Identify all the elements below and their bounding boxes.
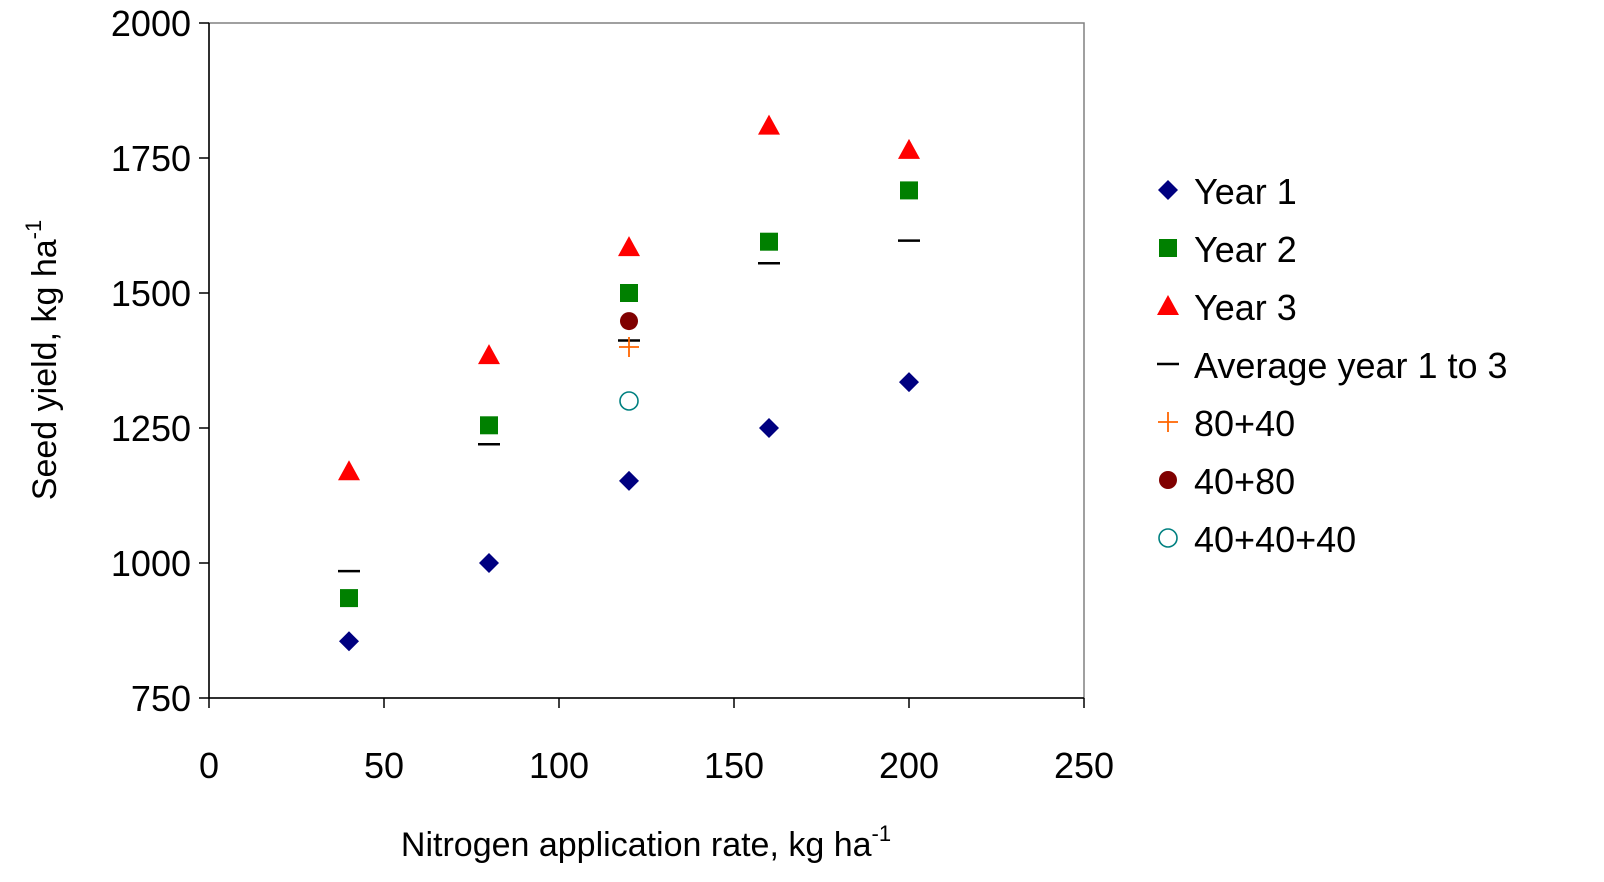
- y-tick-label: 750: [131, 678, 191, 719]
- x-tick-label: 200: [879, 745, 939, 786]
- legend-label: Year 2: [1194, 229, 1297, 270]
- legend-marker: [1158, 180, 1178, 200]
- x-tick-label: 250: [1054, 745, 1114, 786]
- x-tick-label: 0: [199, 745, 219, 786]
- data-point: [758, 114, 780, 135]
- data-point: [338, 460, 360, 481]
- y-axis-title: Seed yield, kg ha-1: [21, 220, 64, 500]
- data-marks: [338, 114, 920, 652]
- y-tick-label: 1000: [111, 543, 191, 584]
- data-point: [619, 337, 639, 357]
- legend-marker: [1158, 528, 1178, 548]
- y-axis-title-text: Seed yield, kg ha: [26, 239, 64, 500]
- x-axis-title-text: Nitrogen application rate, kg ha: [401, 826, 872, 864]
- x-tick-label: 150: [704, 745, 764, 786]
- x-tick-label: 100: [529, 745, 589, 786]
- legend-marker: [1158, 412, 1178, 432]
- legend-marker: [1159, 239, 1177, 257]
- x-axis-title-sup: -1: [872, 821, 892, 846]
- legend-label: 80+40: [1194, 403, 1295, 444]
- legend-label: 40+80: [1194, 461, 1295, 502]
- data-point: [898, 138, 920, 159]
- data-point: [478, 344, 500, 365]
- legend-marker: [1159, 471, 1177, 489]
- legend: Year 1 Year 2 Year 3 Average year 1 to 3 80+…: [1157, 171, 1508, 560]
- axes: 750 1000 1250 1500 1750 2000 0 50 100 150 200 250: [111, 3, 1114, 786]
- data-point: [620, 312, 638, 331]
- data-point: [619, 470, 639, 491]
- data-point: [340, 589, 358, 608]
- y-axis-title-sup: -1: [21, 220, 46, 240]
- data-point: [900, 181, 918, 200]
- data-point: [760, 232, 778, 251]
- data-point: [618, 236, 640, 257]
- data-point: [899, 372, 919, 393]
- legend-marker: [1157, 295, 1179, 315]
- data-point: [759, 418, 779, 438]
- legend-label: Year 1: [1194, 171, 1297, 212]
- legend-label: 40+40+40: [1194, 519, 1356, 560]
- y-tick-label: 1750: [111, 138, 191, 179]
- legend-label: Average year 1 to 3: [1194, 345, 1508, 386]
- x-tick-label: 50: [364, 745, 404, 786]
- legend-label: Year 3: [1194, 287, 1297, 328]
- y-tick-label: 2000: [111, 3, 191, 44]
- y-tick-label: 1500: [111, 273, 191, 314]
- data-point: [479, 553, 499, 573]
- data-point: [620, 284, 638, 302]
- y-tick-label: 1250: [111, 408, 191, 449]
- data-point: [619, 391, 639, 411]
- data-point: [480, 416, 498, 435]
- data-point: [339, 631, 359, 652]
- x-axis-title: Nitrogen application rate, kg ha-1: [401, 821, 891, 864]
